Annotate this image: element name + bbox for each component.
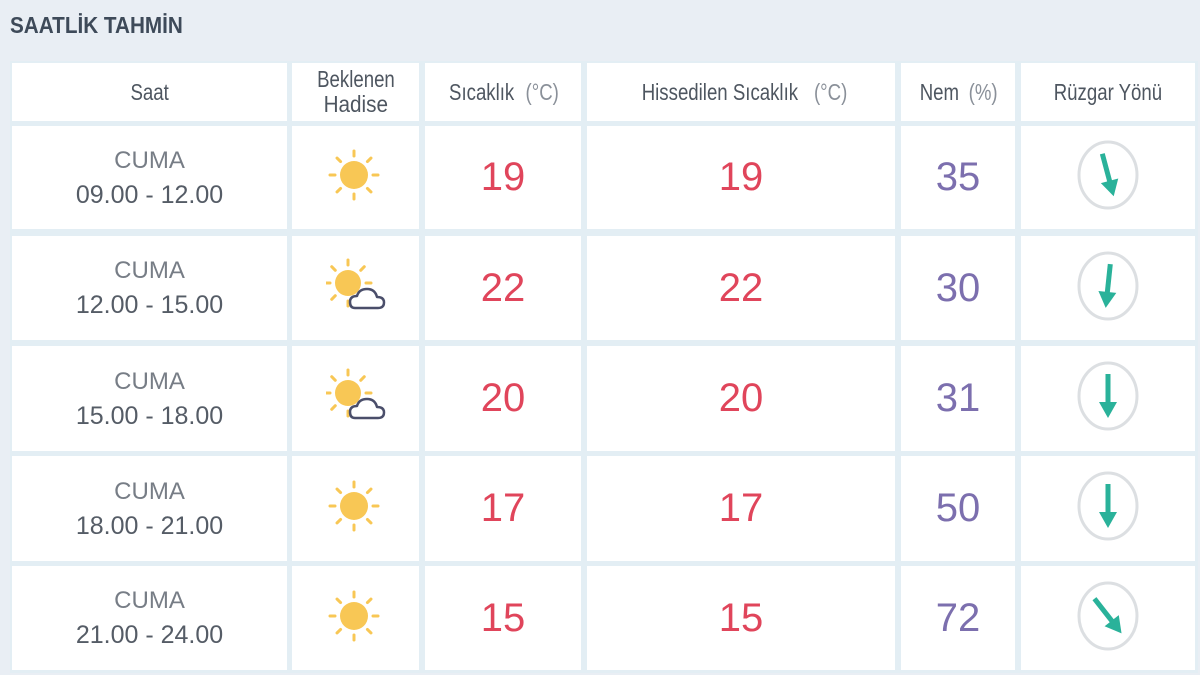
feels-like-cell: 17 [587,456,895,561]
day-label: CUMA [114,257,185,284]
hourly-forecast-table: Saat Beklenen Hadise Sıcaklık (°C) Hissedile… [10,61,1198,673]
wind-direction-cell [1021,126,1195,229]
time-range: 18.00 - 21.00 [75,511,224,540]
wind-direction-cell [1021,456,1195,561]
temperature-cell: 15 [425,566,581,670]
header-wind-direction: Rüzgar Yönü [1021,63,1195,121]
header-text: Sıcaklık (°C) [445,78,560,105]
temperature-cell: 17 [425,456,581,561]
sun-cloud-icon [323,254,386,323]
temperature-value: 17 [480,486,526,530]
temperature-value: 22 [480,265,526,310]
humidity-cell: 50 [901,456,1015,561]
wind-direction-arrow-icon [1075,250,1141,327]
header-text: Beklenen [312,67,398,92]
time-cell: CUMA 18.00 - 21.00 [12,456,287,561]
header-unit: (°C) [814,78,848,105]
time-range: 21.00 - 24.00 [75,621,224,649]
header-time: Saat [12,63,287,121]
day-label: CUMA [114,367,185,395]
header-unit: (%) [968,78,998,105]
column-header-label: Nem (%) [913,78,1004,105]
weather-cell [292,456,419,561]
sun-icon [326,584,386,653]
column-header-label: Saat [126,78,173,105]
humidity-value: 50 [935,486,981,530]
time-range: 09.00 - 12.00 [75,180,224,209]
humidity-value: 35 [935,155,981,199]
feels-like-value: 15 [718,595,764,640]
sun-cloud-icon [323,364,386,433]
header-text: Rüzgar Yönü [1048,78,1168,105]
feels-like-value: 20 [718,376,764,420]
humidity-value: 30 [935,265,981,310]
page-title: SAATLİK TAHMİN [10,12,183,38]
header-weather: Beklenen Hadise [292,63,419,121]
weather-cell [292,126,419,229]
time-range: 15.00 - 18.00 [75,401,224,430]
header-label: Beklenen [316,66,395,92]
header-label: Hissedilen Sıcaklık [641,78,798,105]
humidity-cell: 30 [901,236,1015,340]
weather-cell [292,566,419,670]
feels-like-cell: 20 [587,346,895,451]
temperature-value: 15 [480,595,526,640]
header-label: Sıcaklık [448,78,515,105]
wind-direction-arrow-icon [1075,580,1141,657]
wind-direction-cell [1021,566,1195,670]
wind-direction-arrow-icon [1075,470,1141,547]
header-label-line2: Hadise [323,91,388,117]
temperature-cell: 22 [425,236,581,340]
wind-direction-arrow-icon [1075,360,1141,437]
time-range: 12.00 - 15.00 [75,291,224,319]
column-header-label: Hissedilen Sıcaklık (°C) [621,78,862,105]
time-cell: CUMA 15.00 - 18.00 [12,346,287,451]
weather-cell [292,236,419,340]
sun-icon [326,143,386,212]
header-text: Saat [128,78,171,105]
wind-direction-cell [1021,236,1195,340]
header-label: Saat [130,78,169,105]
weather-cell [292,346,419,451]
header-text: Nem (%) [917,78,999,105]
header-label: Nem [919,78,959,105]
feels-like-value: 19 [718,155,764,199]
feels-like-cell: 22 [587,236,895,340]
day-label: CUMA [114,146,185,174]
feels-like-value: 17 [718,486,764,530]
column-header-label: Rüzgar Yönü [1041,78,1175,105]
column-header-label: Sıcaklık (°C) [439,78,567,105]
header-text: Hissedilen Sıcaklık (°C) [633,78,850,105]
day-label: CUMA [114,477,185,505]
temperature-value: 19 [480,155,526,199]
humidity-value: 72 [935,595,981,640]
header-humidity: Nem (%) [901,63,1015,121]
humidity-cell: 35 [901,126,1015,229]
header-unit: (°C) [525,78,559,105]
day-label: CUMA [114,587,185,614]
time-cell: CUMA 21.00 - 24.00 [12,566,287,670]
humidity-cell: 72 [901,566,1015,670]
feels-like-value: 22 [718,265,764,310]
wind-direction-arrow-icon [1075,139,1141,216]
temperature-cell: 20 [425,346,581,451]
sun-icon [326,474,386,543]
header-label: Rüzgar Yönü [1053,78,1163,105]
header-temperature: Sıcaklık (°C) [425,63,581,121]
time-cell: CUMA 09.00 - 12.00 [12,126,287,229]
feels-like-cell: 19 [587,126,895,229]
humidity-cell: 31 [901,346,1015,451]
time-cell: CUMA 12.00 - 15.00 [12,236,287,340]
column-header-label: Beklenen Hadise [308,67,404,117]
temperature-value: 20 [480,376,526,420]
feels-like-cell: 15 [587,566,895,670]
wind-direction-cell [1021,346,1195,451]
temperature-cell: 19 [425,126,581,229]
humidity-value: 31 [935,376,981,420]
header-feels-like: Hissedilen Sıcaklık (°C) [587,63,895,121]
